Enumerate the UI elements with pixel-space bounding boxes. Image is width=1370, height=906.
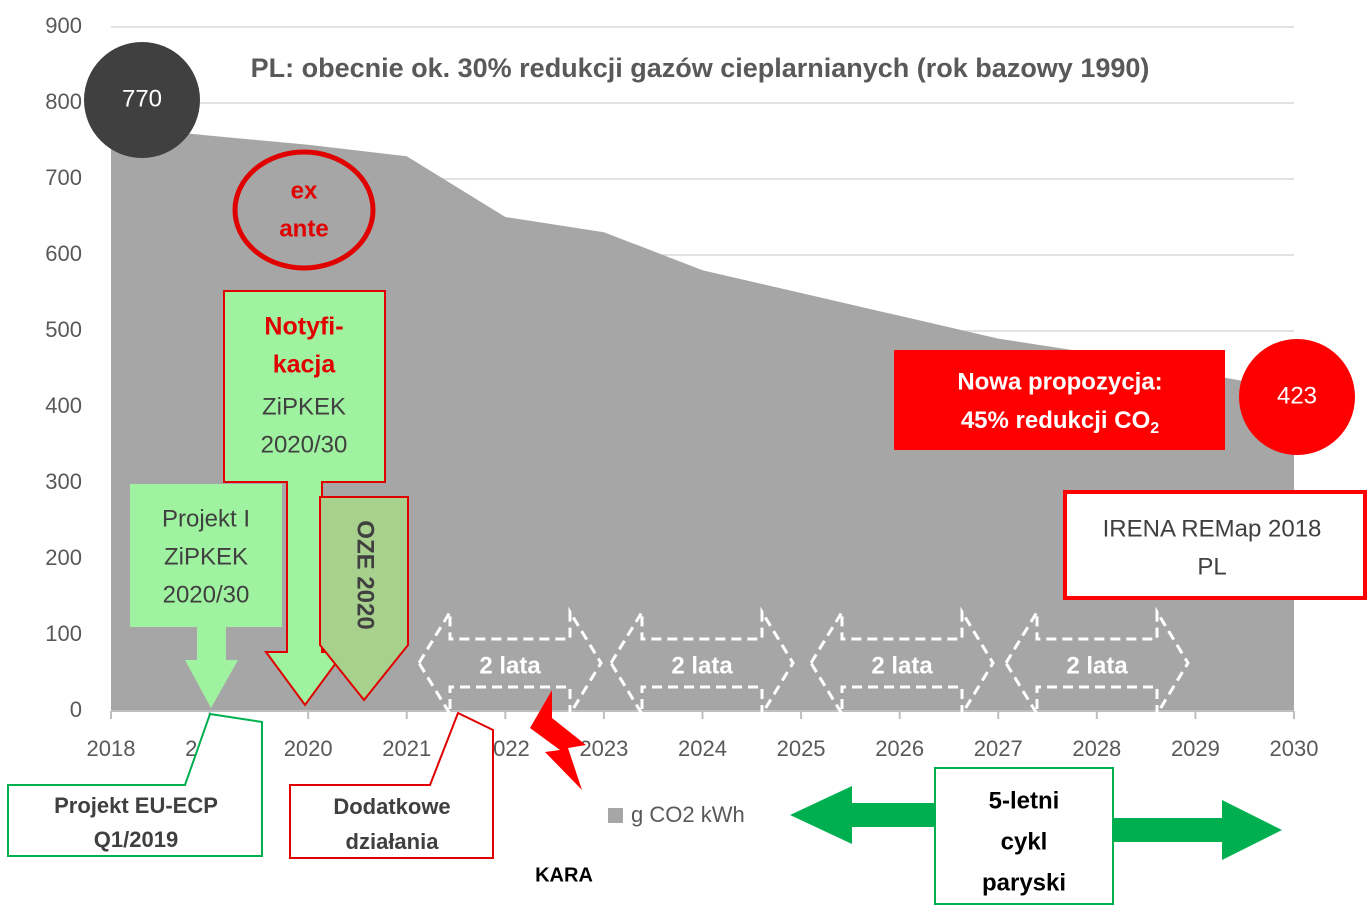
- x-tick-label: 2029: [1171, 736, 1220, 761]
- lightning: [530, 690, 586, 790]
- x-tick-label: 2028: [1072, 736, 1121, 761]
- proposal-text: Nowa propozycja:: [957, 368, 1162, 395]
- period-text: 2 lata: [671, 652, 733, 679]
- ex-ante-text: ante: [279, 215, 328, 242]
- x-tick-label: 2027: [974, 736, 1023, 761]
- oze-text: OZE 2020: [352, 520, 379, 629]
- eu-ecp-box: [7, 712, 263, 857]
- irena-box: [1063, 490, 1367, 600]
- end-value: 423: [1277, 382, 1317, 409]
- additional-text: Dodatkowe: [333, 794, 450, 819]
- y-tick-label: 0: [70, 697, 82, 722]
- notification-text: ZiPKEK: [262, 393, 346, 420]
- cycle-box: [934, 767, 1114, 905]
- penalty-text: KARA: [535, 864, 593, 886]
- proposal-text: 45% redukcji CO2: [961, 407, 1159, 437]
- irena-text: PL: [1197, 553, 1226, 580]
- y-tick-label: 100: [45, 621, 82, 646]
- start-badge: [84, 42, 200, 158]
- x-tick-label: 2025: [777, 736, 826, 761]
- additional-box: [289, 711, 494, 859]
- draft-text: Projekt I: [162, 505, 250, 532]
- cycle-text: 5-letni: [989, 787, 1060, 814]
- cycle-text: cykl: [1001, 828, 1048, 855]
- period-text: 2 lata: [1066, 652, 1128, 679]
- proposal-text-main: 45% redukcji CO: [961, 407, 1150, 434]
- period-text: 2 lata: [479, 652, 541, 679]
- x-tick-label: 2030: [1270, 736, 1319, 761]
- irena-text: IRENA REMap 2018: [1103, 515, 1322, 542]
- notification-title: kacja: [273, 351, 337, 379]
- notification-title: Notyfi-: [264, 313, 343, 341]
- ex-ante-ring: [232, 149, 376, 271]
- y-tick-label: 200: [45, 545, 82, 570]
- y-tick-label: 400: [45, 393, 82, 418]
- x-tick-label: 2023: [579, 736, 628, 761]
- x-tick-label: 2020: [284, 736, 333, 761]
- y-tick-label: 300: [45, 469, 82, 494]
- proposal-subscript: 2: [1150, 420, 1159, 437]
- legend-label: g CO2 kWh: [631, 802, 745, 827]
- draft-box: [130, 484, 282, 708]
- additional-text: działania: [346, 829, 440, 854]
- x-tick-label: 2024: [678, 736, 727, 761]
- legend-swatch: [608, 808, 623, 823]
- y-tick-label: 900: [45, 13, 82, 38]
- period-arrow: [809, 606, 995, 720]
- period-text: 2 lata: [871, 652, 933, 679]
- chart-title: PL: obecnie ok. 30% redukcji gazów ciepl…: [251, 53, 1150, 83]
- oze-box: [319, 496, 409, 702]
- proposal-box: [894, 350, 1225, 450]
- period-arrow: [609, 606, 795, 720]
- x-tick-label: 2021: [382, 736, 431, 761]
- period-arrow: [1004, 606, 1190, 720]
- x-tick-label: 2026: [875, 736, 924, 761]
- cycle-text: paryski: [982, 869, 1066, 896]
- draft-text: ZiPKEK: [164, 543, 248, 570]
- eu-ecp-text: Q1/2019: [94, 827, 178, 852]
- start-value: 770: [122, 85, 162, 112]
- draft-text: 2020/30: [163, 581, 250, 608]
- period-arrow: [417, 606, 603, 720]
- ex-ante-text: ex: [291, 177, 318, 204]
- notification-text: 2020/30: [261, 431, 348, 458]
- notification-box: [223, 290, 386, 707]
- x-tick-label: 2018: [87, 736, 136, 761]
- eu-ecp-text: Projekt EU-ECP: [54, 793, 218, 818]
- cycle-arrow-right: [1113, 800, 1282, 860]
- end-badge: [1239, 339, 1355, 455]
- y-tick-label: 500: [45, 317, 82, 342]
- cycle-arrow-left: [790, 786, 935, 844]
- y-tick-label: 700: [45, 165, 82, 190]
- y-tick-label: 600: [45, 241, 82, 266]
- y-tick-label: 800: [45, 89, 82, 114]
